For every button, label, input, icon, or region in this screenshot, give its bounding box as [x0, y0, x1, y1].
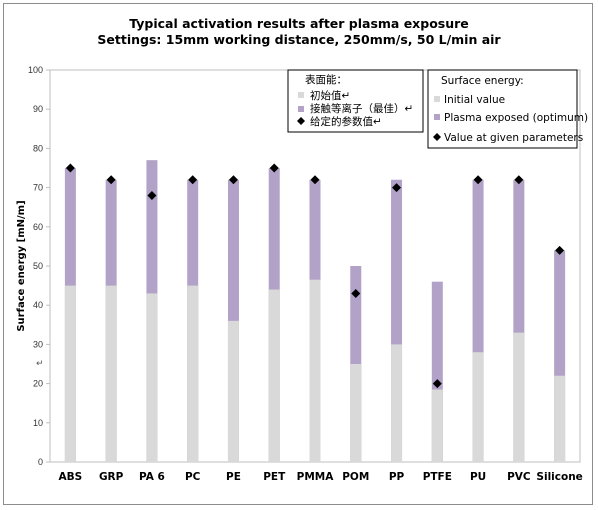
marker-given-value — [65, 163, 75, 173]
legend-cn-swatch-plasma — [298, 106, 304, 112]
bar-plasma-exposed — [513, 179, 525, 462]
y-tick-label: 80 — [33, 143, 43, 153]
y-tick-label: 60 — [33, 222, 43, 232]
legend-marker-diamond — [433, 133, 441, 141]
marker-given-value — [514, 175, 524, 185]
x-tick-label: ABS — [59, 471, 83, 483]
y-tick-label: 90 — [33, 104, 43, 114]
legend-item-given: Value at given parameters — [444, 132, 583, 144]
x-tick-label: PMMA — [297, 471, 335, 483]
x-tick-label: PVC — [507, 471, 531, 483]
stray-return-mark: ↵ — [36, 359, 44, 369]
marker-given-value — [228, 175, 238, 185]
bar-plasma-exposed — [472, 179, 484, 462]
y-tick-label: 40 — [33, 300, 43, 310]
y-tick-label: 100 — [28, 65, 43, 75]
x-tick-label: Silicone — [536, 471, 582, 483]
legend: Surface energy: Initial value Plasma exp… — [427, 69, 588, 149]
y-tick-label: 20 — [33, 379, 43, 389]
marker-given-value — [106, 175, 116, 185]
y-tick-label: 0 — [38, 457, 43, 467]
chart-title: Typical activation results after plasma … — [97, 16, 501, 47]
marker-given-value — [188, 175, 198, 185]
bar-plasma-exposed — [391, 179, 403, 462]
bar-initial-value — [105, 285, 117, 462]
bar-initial-value — [268, 289, 280, 462]
bar-initial-value — [187, 285, 199, 462]
x-axis-labels: ABS GRP PA 6 PC PE PET PMMA POM PP PTFE PU PVC Silic… — [59, 471, 583, 483]
marker-given-value — [392, 183, 402, 193]
x-tick-label: PET — [263, 471, 286, 483]
chart-title-line-2: Settings: 15mm working distance, 250mm/s… — [97, 32, 501, 47]
legend-item-initial: Initial value — [444, 94, 505, 106]
legend-title: Surface energy: — [441, 75, 524, 87]
bar-initial-value — [554, 375, 566, 462]
marker-given-value — [351, 288, 361, 298]
marker-given-value — [310, 175, 320, 185]
x-tick-label: PC — [185, 471, 201, 483]
x-tick-label: PTFE — [423, 471, 452, 483]
y-axis-ticks: 0 10 20 30 40 50 60 70 80 90 100 — [28, 65, 50, 467]
bar-initial-value — [472, 352, 484, 462]
y-tick-label: 70 — [33, 183, 43, 193]
y-tick-label: 30 — [33, 339, 43, 349]
bar-plasma-exposed — [554, 250, 566, 462]
bar-initial-value — [513, 332, 525, 462]
legend-item-plasma: Plasma exposed (optimum) — [444, 112, 588, 124]
bars — [64, 160, 566, 462]
x-tick-label: GRP — [99, 471, 124, 483]
marker-given-value — [147, 190, 157, 200]
x-tick-label: POM — [342, 471, 369, 483]
x-tick-label: PU — [470, 471, 486, 483]
bar-initial-value — [146, 293, 158, 462]
x-tick-label: PE — [226, 471, 241, 483]
bar-plasma-exposed — [431, 281, 443, 462]
x-tick-label: PA 6 — [139, 471, 165, 483]
y-tick-label: 10 — [33, 418, 43, 428]
bar-initial-value — [431, 389, 443, 462]
bar-initial-value — [64, 285, 76, 462]
legend-box — [427, 69, 578, 149]
legend-swatch-initial — [434, 96, 440, 102]
markers — [65, 163, 565, 389]
legend-cn-item-plasma: 接触等离子（最佳）↵ — [310, 102, 413, 115]
y-tick-label: 50 — [33, 261, 43, 271]
legend-cn-swatch-initial — [298, 92, 304, 98]
marker-given-value — [432, 379, 442, 389]
legend-cn-marker-diamond — [297, 117, 305, 125]
legend-swatch-plasma — [434, 114, 440, 120]
bar-initial-value — [350, 364, 362, 462]
bar-initial-value — [309, 279, 321, 462]
x-tick-label: PP — [389, 471, 405, 483]
bar-initial-value — [227, 320, 239, 462]
marker-given-value — [269, 163, 279, 173]
bar-initial-value — [391, 344, 403, 462]
marker-given-value — [473, 175, 483, 185]
chart-title-line-1: Typical activation results after plasma … — [129, 16, 469, 31]
legend-cn-title: 表面能： — [305, 73, 347, 86]
legend-cn: 表面能： 初始值↵ 接触等离子（最佳）↵ 给定的参数值↵ — [287, 69, 424, 133]
legend-cn-box — [287, 69, 424, 133]
legend-cn-item-initial: 初始值↵ — [310, 89, 350, 102]
marker-given-value — [555, 245, 565, 255]
y-axis-label: Surface energy [mN/m] — [16, 200, 27, 331]
legend-cn-item-given: 给定的参数值↵ — [310, 115, 382, 128]
